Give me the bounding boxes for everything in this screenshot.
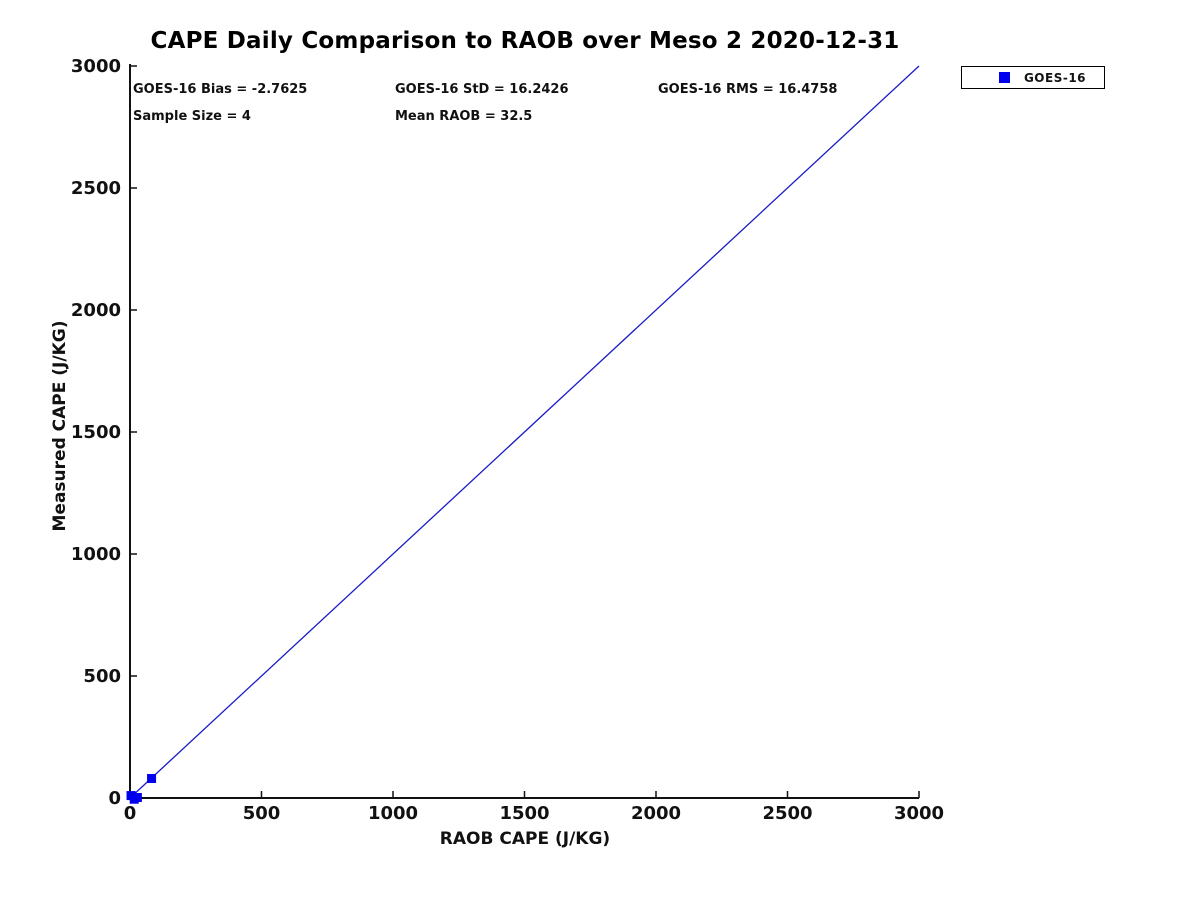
legend-square-marker-icon bbox=[999, 72, 1010, 83]
identity-line-group bbox=[129, 65, 920, 799]
legend[interactable]: GOES-16 bbox=[961, 66, 1105, 89]
stat-rms-text: GOES-16 RMS = 16.4758 bbox=[658, 82, 838, 97]
y-axis-label: Measured CAPE (J/KG) bbox=[50, 320, 70, 532]
stat-sample-size-text: Sample Size = 4 bbox=[133, 109, 251, 124]
y-tick-label: 1000 bbox=[71, 544, 121, 565]
data-point-marker bbox=[147, 773, 157, 783]
y-tick-label: 2000 bbox=[71, 300, 121, 321]
x-tick-label: 0 bbox=[124, 803, 137, 824]
x-tick-label: 2000 bbox=[631, 803, 681, 824]
y-tick-label: 2500 bbox=[71, 178, 121, 199]
data-point-marker bbox=[132, 793, 142, 803]
x-tick-label: 1000 bbox=[368, 803, 418, 824]
x-tick-label: 1500 bbox=[499, 803, 549, 824]
y-tick-label: 0 bbox=[108, 788, 121, 809]
data-markers-group bbox=[126, 773, 157, 804]
stat-bias-text: GOES-16 Bias = -2.7625 bbox=[133, 82, 308, 97]
y-tick-label: 1500 bbox=[71, 422, 121, 443]
y-tick-label: 3000 bbox=[71, 56, 121, 77]
stat-mean-raob-text: Mean RAOB = 32.5 bbox=[395, 109, 533, 124]
legend-label: GOES-16 bbox=[1023, 70, 1087, 85]
x-tick-label: 3000 bbox=[894, 803, 944, 824]
stat-std-text: GOES-16 StD = 16.2426 bbox=[395, 82, 569, 97]
axes-group: 0 500 1000 1500 2000 2500 3000 0 500 1000 1500 2000… bbox=[71, 56, 944, 824]
y-tick-label: 500 bbox=[83, 666, 121, 687]
x-axis-label: RAOB CAPE (J/KG) bbox=[439, 829, 611, 849]
chart-title: CAPE Daily Comparison to RAOB over Meso … bbox=[150, 28, 900, 54]
identity-line bbox=[129, 65, 920, 799]
x-tick-label: 500 bbox=[243, 803, 281, 824]
x-tick-label: 2500 bbox=[762, 803, 812, 824]
